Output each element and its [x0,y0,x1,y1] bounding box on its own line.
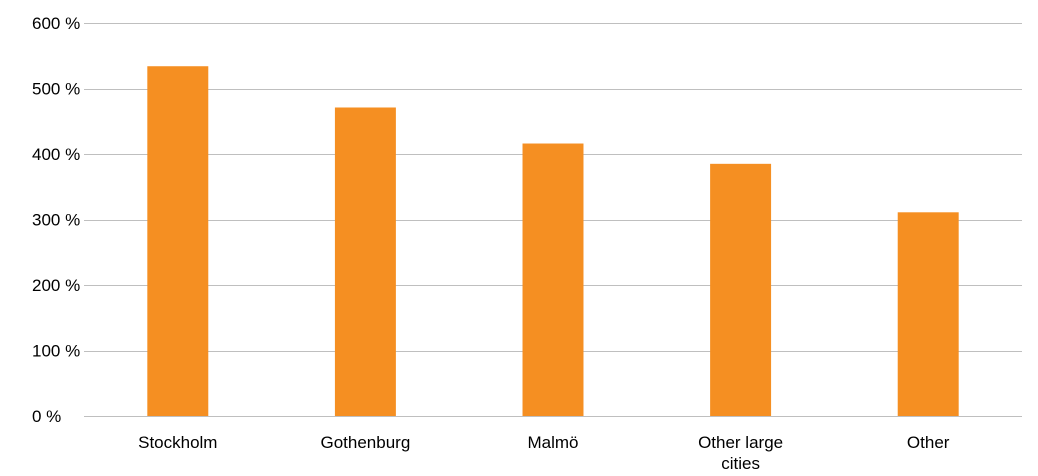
x-axis-category-labels: Stockholm Gothenburg Malmö Other large citie… [138,433,950,473]
bar [523,144,584,416]
y-tick-label: 0 % [32,407,61,426]
y-tick-label: 200 % [32,276,80,295]
x-category-label-line: Gothenburg [321,433,411,452]
x-category-label-line: Other [907,433,950,452]
x-category-label: Other [907,433,950,452]
bar [898,212,959,416]
x-category-label: Stockholm [138,433,217,452]
x-category-label-line: cities [721,454,760,473]
x-category-label: Other large cities [698,433,783,473]
y-tick-label: 300 % [32,211,80,230]
y-axis-tick-labels: 0 % 100 % 200 % 300 % 400 % 500 % 600 % [32,14,80,426]
bar [147,66,208,416]
bar [335,107,396,416]
y-tick-label: 600 % [32,14,80,33]
x-category-label-line: Stockholm [138,433,217,452]
y-tick-label: 400 % [32,145,80,164]
y-tick-label: 500 % [32,80,80,99]
bar [710,164,771,416]
x-category-label: Malmö [527,433,578,452]
x-category-label-line: Other large [698,433,783,452]
bars [147,66,958,416]
y-tick-label: 100 % [32,342,80,361]
x-category-label: Gothenburg [321,433,411,452]
x-category-label-line: Malmö [527,433,578,452]
